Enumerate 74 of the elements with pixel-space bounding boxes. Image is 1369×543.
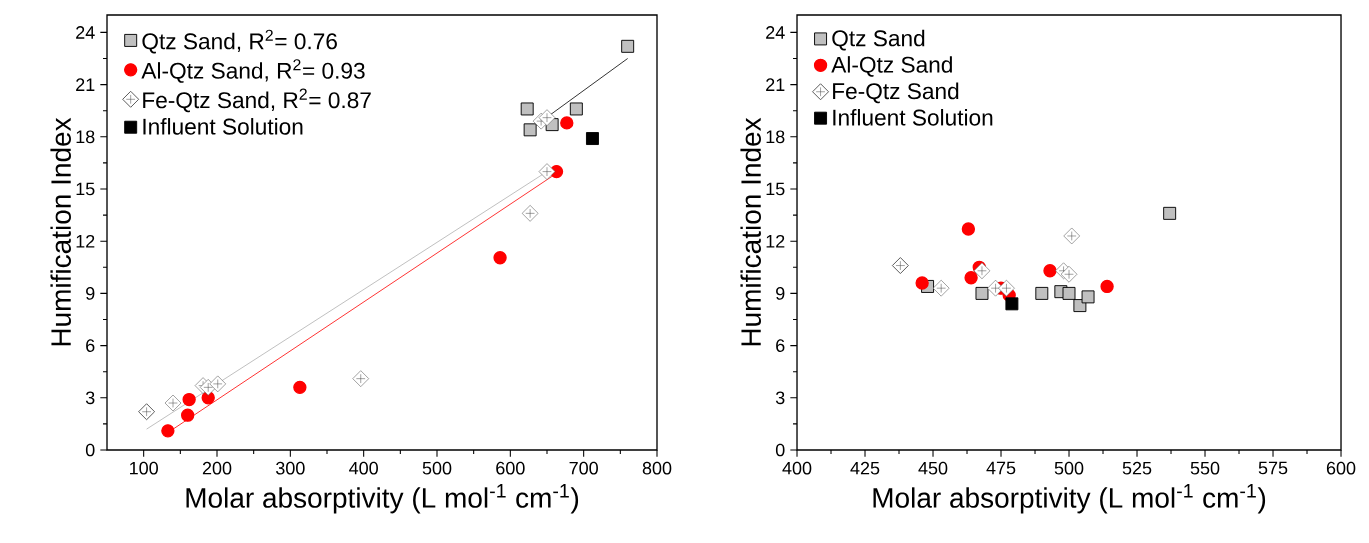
y-axis-title: Humification Index: [740, 117, 761, 346]
y-tick-label: 18: [766, 130, 785, 144]
y-tick-label: 21: [76, 78, 95, 91]
point: [998, 279, 1015, 297]
point: [560, 116, 574, 130]
point: [181, 408, 195, 422]
y-tick-label: 18: [76, 130, 95, 144]
x-axis-title: Molar absorptivity (L mol$^{-1}$ cm$^{-1}$): [873, 484, 1266, 514]
y-tick-label: 15: [76, 182, 95, 196]
y-tick-label: 24: [76, 26, 95, 39]
point: [1100, 279, 1114, 294]
x-tick-label: 600: [1326, 461, 1356, 475]
y-tick-label: 12: [766, 234, 785, 248]
legend-label: Influent Solution: [143, 118, 303, 135]
point: [964, 271, 978, 285]
y-tick-label: 24: [766, 26, 785, 39]
point: [973, 262, 991, 280]
legend-label: Al-Qtz Sand, R$^{2}$= 0.93: [141, 59, 365, 83]
point: [621, 39, 635, 53]
y-tick-label: 6: [86, 339, 95, 352]
y-tick-label: 9: [776, 287, 785, 300]
legend-label: Fe-Qtz Sand: [833, 82, 959, 104]
point: [1062, 286, 1076, 300]
point: [1035, 286, 1049, 300]
x-tick-label: 400: [782, 461, 812, 475]
point: [961, 222, 976, 236]
point: [585, 132, 599, 146]
point: [538, 109, 556, 126]
x-tick-label: 700: [569, 461, 598, 475]
point: [1060, 265, 1078, 283]
legend-label: Al-Qtz Sand: [831, 56, 952, 77]
y-tick-label: 0: [775, 443, 785, 457]
x-tick-label: 425: [850, 461, 880, 475]
legend-label: Qtz Sand: [832, 29, 925, 51]
legend-label: Qtz Sand, R$^{2}$= 0.76: [142, 29, 337, 54]
x-tick-label: 500: [1054, 461, 1084, 475]
x-tick-label: 475: [986, 461, 1016, 475]
point: [493, 251, 507, 265]
y-tick-label: 0: [85, 443, 95, 457]
x-tick-label: 800: [642, 461, 672, 475]
point: [1081, 290, 1095, 304]
point: [915, 276, 929, 290]
point: [161, 424, 175, 438]
point: [1163, 206, 1177, 220]
y-axis-title: Humification Index: [50, 117, 71, 346]
point: [520, 102, 534, 116]
x-tick-label: 525: [1122, 461, 1152, 475]
point: [182, 392, 196, 407]
y-tick-label: 21: [766, 78, 785, 91]
x-tick-label: 100: [130, 461, 158, 475]
point: [1043, 264, 1057, 278]
point: [569, 102, 583, 116]
point: [209, 375, 227, 393]
x-tick-label: 500: [422, 461, 452, 475]
point: [975, 286, 989, 300]
x-tick-label: 400: [349, 461, 378, 475]
y-tick-label: 6: [776, 339, 785, 352]
legend-label: Influent Solution: [833, 108, 993, 126]
y-tick-label: 15: [766, 182, 785, 196]
y-tick-label: 3: [85, 391, 95, 405]
x-tick-label: 600: [496, 461, 525, 475]
x-axis-title: Molar absorptivity (L mol$^{-1}$ cm$^{-1}$): [186, 484, 579, 514]
point: [293, 380, 307, 395]
legend-label: Fe-Qtz Sand, R$^{2}$= 0.87: [143, 88, 371, 113]
y-tick-label: 12: [76, 234, 95, 248]
y-tick-label: 9: [86, 287, 95, 300]
x-tick-label: 450: [918, 461, 948, 475]
point: [1005, 297, 1019, 311]
point: [523, 123, 537, 137]
y-tick-label: 3: [775, 391, 785, 405]
x-tick-label: 575: [1258, 461, 1288, 475]
x-tick-label: 300: [276, 461, 305, 475]
x-tick-label: 200: [202, 461, 232, 475]
x-tick-label: 550: [1190, 461, 1220, 475]
